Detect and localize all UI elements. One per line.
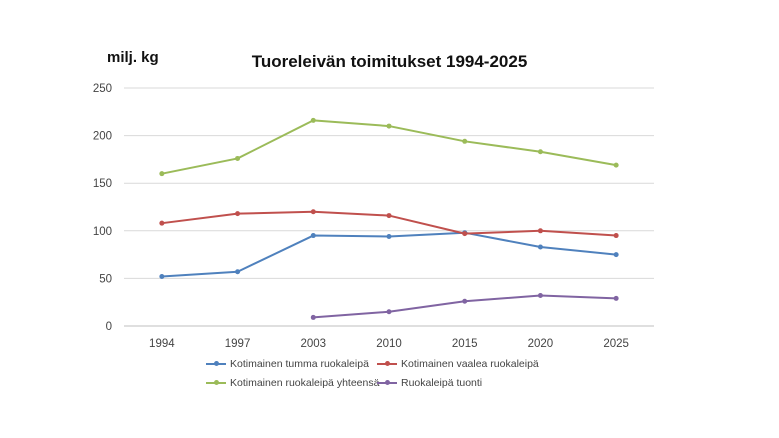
legend-swatch	[206, 380, 226, 385]
y-tick-label: 0	[106, 321, 112, 333]
x-tick-label: 2015	[452, 338, 478, 350]
y-tick-label: 200	[93, 131, 112, 143]
series-line	[161, 231, 617, 278]
data-point	[386, 123, 392, 129]
data-point	[159, 171, 165, 177]
data-point	[537, 228, 543, 234]
data-point	[537, 293, 543, 299]
data-point	[537, 149, 543, 155]
y-tick-label: 50	[99, 273, 112, 285]
x-tick-label: 2020	[528, 338, 554, 350]
chart-title: Tuoreleivän toimitukset 1994-2025	[251, 52, 528, 71]
legend-label: Kotimainen vaalea ruokaleipä	[401, 358, 539, 370]
legend-item: Kotimainen ruokaleipä yhteensä	[206, 377, 379, 389]
data-point	[159, 220, 165, 226]
legend-item: Kotimainen vaalea ruokaleipä	[377, 358, 539, 370]
legend-swatch	[377, 361, 397, 366]
data-point	[235, 269, 241, 275]
legend-swatch	[377, 380, 397, 385]
y-axis-unit-label: milj. kg	[107, 49, 159, 66]
data-point	[537, 244, 543, 250]
data-point	[235, 155, 241, 161]
data-point	[159, 273, 165, 279]
data-point	[386, 309, 392, 315]
data-point	[386, 234, 392, 240]
data-point	[310, 233, 316, 239]
data-point	[386, 213, 392, 219]
data-point	[310, 209, 316, 215]
y-tick-label: 100	[93, 226, 112, 238]
x-tick-label: 1994	[149, 338, 175, 350]
data-point	[462, 231, 468, 237]
y-tick-label: 250	[93, 83, 112, 95]
x-tick-label: 2025	[603, 338, 629, 350]
legend-label: Kotimainen ruokaleipä yhteensä	[230, 377, 380, 389]
x-tick-label: 2010	[376, 338, 402, 350]
legend-swatch	[206, 361, 226, 366]
x-tick-label: 1997	[225, 338, 251, 350]
data-point	[462, 138, 468, 144]
data-point	[235, 211, 241, 217]
data-point	[310, 117, 316, 123]
legend-label: Ruokaleipä tuonti	[401, 377, 483, 389]
data-point	[462, 298, 468, 304]
x-tick-label: 2003	[300, 338, 326, 350]
y-tick-label: 150	[93, 178, 112, 190]
data-point	[310, 314, 316, 320]
data-point	[613, 252, 619, 258]
legend-label: Kotimainen tumma ruokaleipä	[230, 358, 369, 370]
data-point	[613, 295, 619, 301]
data-point	[613, 233, 619, 239]
data-point	[613, 162, 619, 168]
legend-item: Kotimainen tumma ruokaleipä	[206, 358, 369, 370]
legend-item: Ruokaleipä tuonti	[377, 377, 482, 389]
